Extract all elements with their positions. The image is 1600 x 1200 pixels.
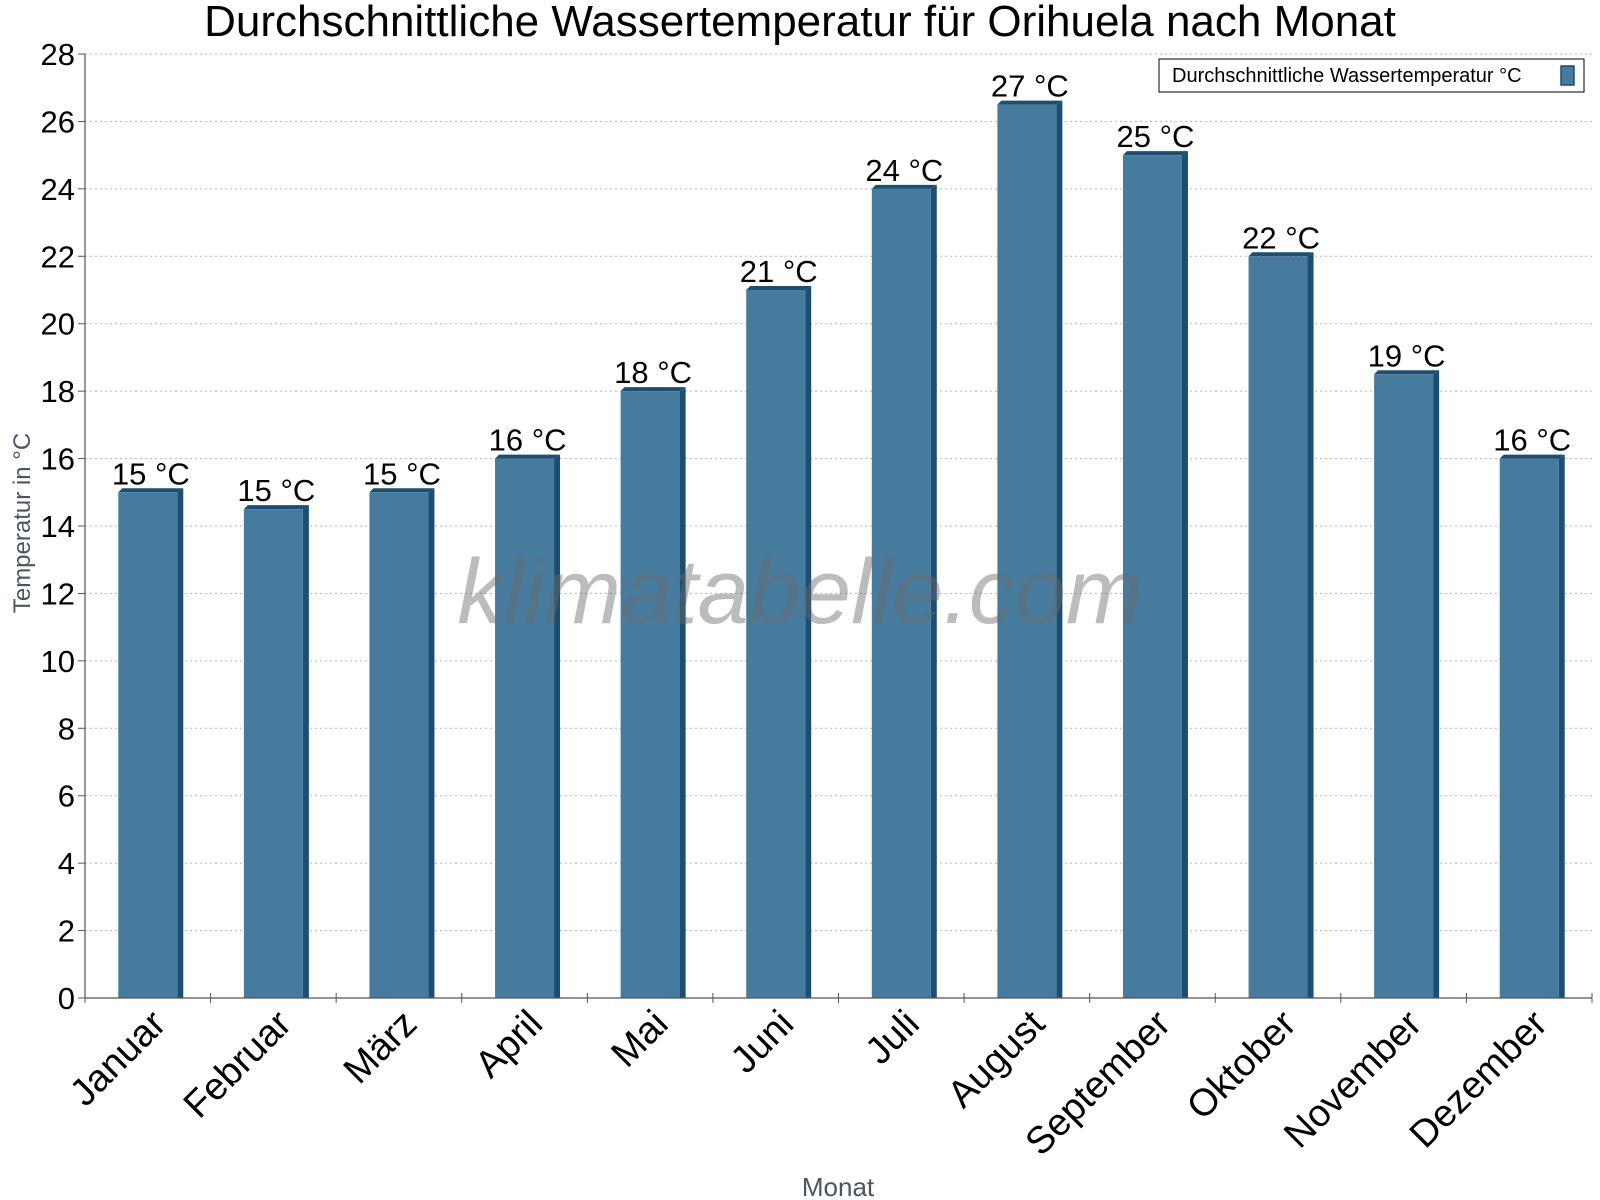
y-tick-label: 20 [41, 307, 75, 342]
y-tick-label: 22 [41, 239, 75, 274]
legend-label: Durchschnittliche Wassertemperatur °C [1172, 65, 1522, 87]
data-label: 15 °C [237, 473, 315, 508]
y-tick-label: 10 [41, 644, 75, 679]
data-label: 15 °C [363, 456, 441, 491]
bar-top [1122, 151, 1188, 156]
bar-top [243, 505, 309, 510]
x-tick-label: Dezember [1402, 1002, 1556, 1156]
bar [243, 509, 303, 998]
bar-side [302, 505, 309, 998]
y-tick-label: 14 [41, 509, 75, 544]
y-tick-label: 8 [58, 711, 75, 746]
bar-top [871, 184, 937, 189]
legend: Durchschnittliche Wassertemperatur °C [1158, 58, 1585, 93]
y-tick-label: 4 [58, 846, 75, 881]
bar-top [369, 488, 435, 493]
y-tick-label: 18 [41, 374, 75, 409]
x-tick-label: November [1276, 1002, 1430, 1156]
bar-side [805, 286, 812, 998]
x-tick-label: Januar [62, 1002, 174, 1114]
data-label: 25 °C [1117, 119, 1195, 154]
y-axis-label: Temperatur in °C [9, 433, 36, 613]
bar [495, 458, 555, 999]
bar-side [1433, 370, 1440, 998]
data-label: 15 °C [112, 456, 190, 491]
bar [1248, 256, 1308, 998]
bar-top [620, 387, 686, 392]
bar-side [1307, 252, 1314, 999]
bar [118, 492, 178, 998]
bar-side [177, 488, 184, 998]
bar [1499, 458, 1559, 999]
data-label: 22 °C [1242, 220, 1320, 255]
data-label: 21 °C [740, 254, 818, 289]
bar [997, 104, 1057, 999]
x-tick-label: März [336, 1003, 425, 1092]
y-tick-label: 28 [41, 37, 75, 72]
bar [1374, 374, 1434, 998]
bar [746, 290, 806, 998]
bar [871, 188, 931, 998]
bar-top [1374, 370, 1440, 375]
bar-top [997, 100, 1063, 105]
y-tick-label: 26 [41, 104, 75, 139]
bar-side [679, 387, 686, 999]
bar-side [428, 488, 435, 998]
bar-top [746, 286, 812, 290]
data-label: 18 °C [614, 355, 692, 390]
bar-side [930, 184, 937, 998]
data-label: 16 °C [1493, 423, 1571, 458]
y-tick-label: 6 [58, 779, 75, 814]
bar-top [495, 454, 561, 459]
data-label: 19 °C [1368, 338, 1446, 373]
x-tick-label: Juli [858, 1003, 928, 1073]
data-label: 27 °C [991, 69, 1069, 104]
x-tick-label: August [940, 1002, 1054, 1116]
bar [620, 391, 680, 999]
x-tick-label: Februar [176, 1002, 300, 1126]
bar-side [1181, 151, 1188, 999]
legend-swatch [1560, 65, 1575, 86]
y-tick-label: 24 [41, 172, 75, 207]
bars: 15 °C 15 °C 15 °C 16 °C 18 °C 21 °C 24 °C 27 °C… [112, 69, 1571, 999]
x-tick-label: Mai [603, 1003, 676, 1076]
bar-side [1558, 454, 1565, 999]
y-tick-label: 0 [58, 981, 75, 1016]
bar-side [1056, 100, 1063, 999]
chart-title: Durchschnittliche Wassertemperatur für O… [204, 0, 1396, 46]
bar-top [1248, 252, 1314, 257]
y-tick-label: 12 [41, 576, 75, 611]
data-label: 16 °C [489, 423, 567, 458]
bar-top [118, 488, 184, 493]
bar [369, 492, 429, 998]
x-tick-label: Juni [723, 1003, 802, 1082]
grid-lines [85, 53, 1592, 932]
legend-box [1158, 58, 1585, 93]
watermark: klimatabelle.com [457, 541, 1142, 643]
bar-top [1499, 454, 1565, 459]
x-axis-label: Monat [802, 1172, 875, 1200]
y-tick-label: 16 [41, 442, 75, 477]
bar [1122, 155, 1182, 999]
bar-side [554, 454, 561, 999]
data-label: 24 °C [865, 153, 943, 188]
y-tick-label: 2 [58, 914, 75, 949]
x-tick-label: April [467, 1003, 550, 1086]
x-tick-label: Oktober [1179, 1002, 1305, 1128]
